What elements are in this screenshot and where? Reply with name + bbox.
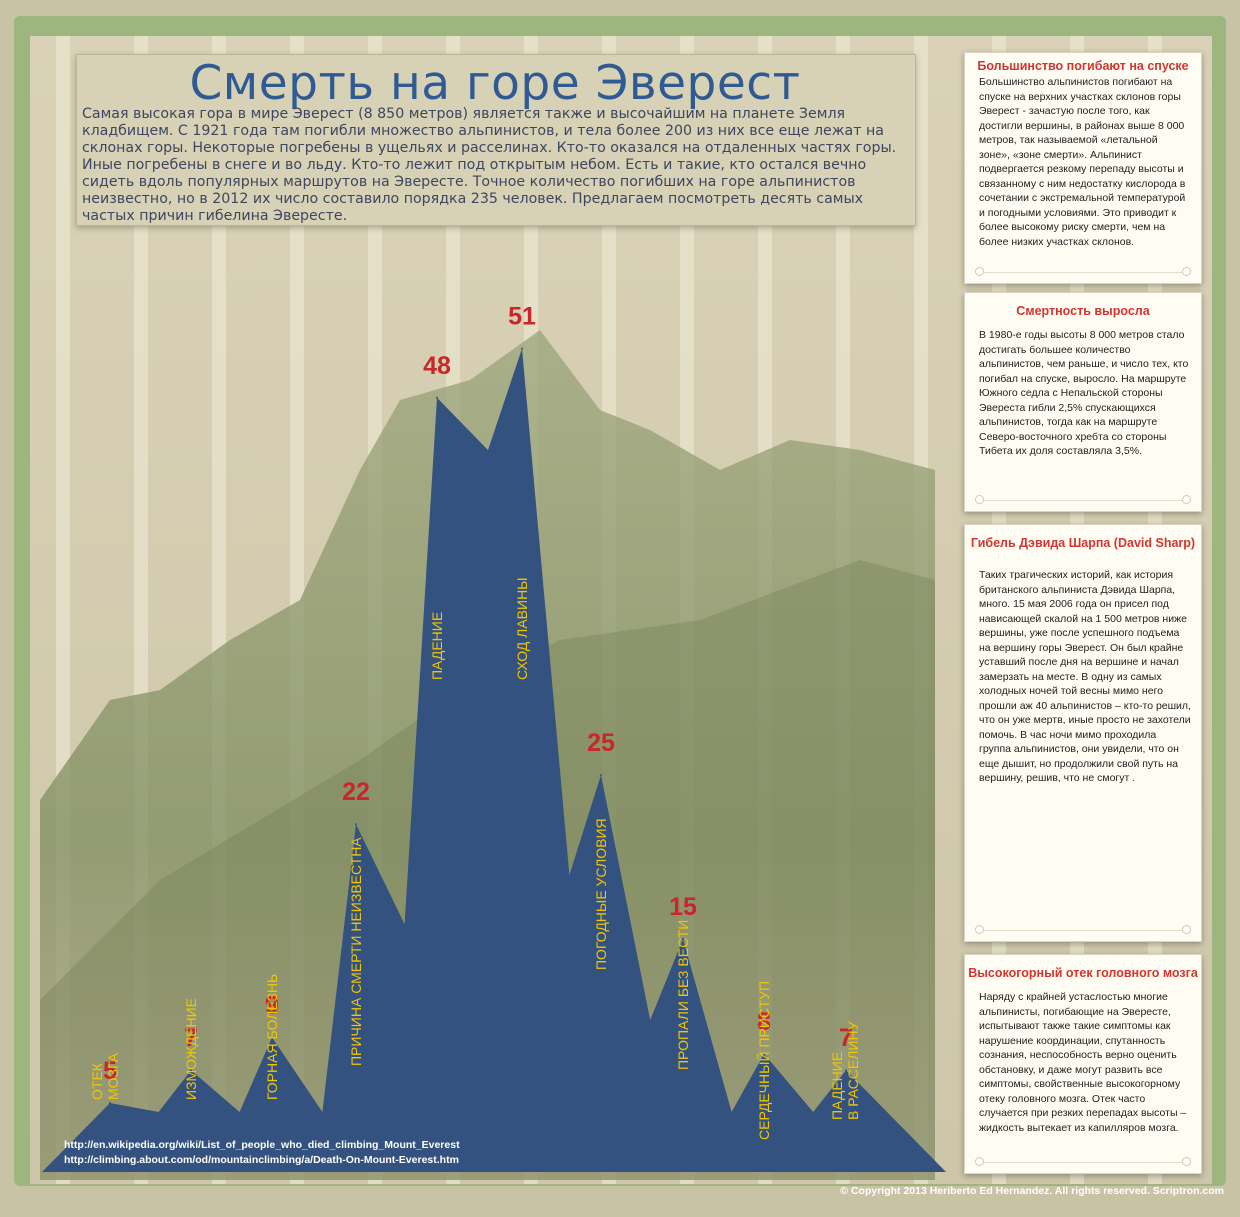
peak-point [763,1052,765,1055]
category-label: ИЗМОЖДЕНИЕ [183,998,199,1100]
data-label: 7 [184,1024,198,1052]
category-label-line: ПРОПАЛИ БЕЗ ВЕСТИ [675,920,691,1070]
intro-text: Самая высокая гора в мире Эверест (8 850… [82,106,897,224]
panel-title: Гибель Дэвида Шарпа (David Sharp) [970,536,1196,550]
category-label: СЕРДЕЧНЫЙ ПРИСТУП [755,981,772,1140]
peak-point [436,396,438,399]
copyright: © Copyright 2013 Heriberto Ed Hernandez.… [840,1185,1224,1197]
category-label-line: СЕРДЕЧНЫЙ ПРИСТУП [755,981,772,1140]
category-label: ГОРНАЯ БОЛЕЗНЬ [264,974,280,1100]
panel-divider [983,930,1183,931]
panel-pin-right [1182,495,1191,504]
panel-divider [983,272,1183,273]
data-label: 22 [342,778,370,806]
peak-point [521,347,523,350]
data-label: 8 [757,1008,771,1036]
category-label: ОТЕКМОЗГА [89,1052,121,1100]
panel-text: Большинство альпинистов погибают на спус… [979,76,1186,248]
panel-pin-left [975,267,984,276]
data-label: 48 [423,352,451,380]
category-label: ПАДЕНИЕВ РАССЕЛИНУ [829,1021,861,1120]
panel-cerebral-edema: Высокогорный отек головного мозга Наряду… [964,954,1202,1174]
panel-pin-right [1182,925,1191,934]
peak-point [845,1069,847,1072]
panel-text: Таких трагических историй, как история б… [979,569,1191,784]
category-label: ПАДЕНИЕ [429,612,445,680]
category-label-line: В РАССЕЛИНУ [845,1021,861,1120]
panel-pin-left [975,925,984,934]
panel-text: Наряду с крайней устаслостью многие альп… [979,991,1187,1134]
category-label-line: ОТЕК [89,1062,105,1100]
category-label: ПРИЧИНА СМЕРТИ НЕИЗВЕСТНА [348,837,364,1066]
panel-pin-right [1182,1157,1191,1166]
panel-divider [983,1162,1183,1163]
peak-point [355,823,357,826]
panel-pin-left [975,1157,984,1166]
page-title: Смерть на горе Эверест [189,56,801,111]
peak-point [109,1102,111,1104]
source-link[interactable]: http://climbing.about.com/od/mountaincli… [64,1154,459,1166]
peak-point [600,774,602,776]
panel-divider [983,500,1183,501]
category-label-line: ИЗМОЖДЕНИЕ [183,998,199,1100]
category-label: ПРОПАЛИ БЕЗ ВЕСТИ [675,920,691,1070]
panel-title: Большинство погибают на спуске [977,59,1189,73]
category-label-line: ПАДЕНИЕ [429,612,445,680]
data-label: 9 [265,991,279,1019]
panel-mortality: Смертность выросла В 1980-е годы высоты … [964,292,1202,512]
category-label: ПОГОДНЫЕ УСЛОВИЯ [593,818,609,970]
panel-text: В 1980-е годы высоты 8 000 метров стало … [979,329,1189,457]
peak-point [190,1069,192,1072]
panel-title: Смертность выросла [1016,304,1150,318]
category-label-line: ГОРНАЯ БОЛЕЗНЬ [264,974,280,1100]
peak-point [271,1036,273,1039]
panel-title: Высокогорный отек головного мозга [968,966,1198,980]
panel-descent: Большинство погибают на спуске Большинст… [964,52,1202,284]
intro-card [76,54,916,226]
category-label: СХОД ЛАВИНЫ [514,577,530,680]
category-label-line: ПРИЧИНА СМЕРТИ НЕИЗВЕСТНА [348,837,364,1066]
category-label-line: СХОД ЛАВИНЫ [514,577,530,680]
source-link[interactable]: http://en.wikipedia.org/wiki/List_of_peo… [64,1139,460,1151]
data-label: 51 [508,303,536,331]
data-label: 5 [103,1057,117,1085]
data-label: 15 [669,893,697,921]
sources: http://en.wikipedia.org/wiki/List_of_peo… [64,1138,460,1168]
data-label: 7 [839,1024,853,1052]
category-label-line: ПОГОДНЫЕ УСЛОВИЯ [593,818,609,970]
panel-pin-left [975,495,984,504]
category-label-line: МОЗГА [105,1052,121,1100]
peaks-silhouette [42,348,946,1173]
category-label-line: ПАДЕНИЕ [829,1052,845,1120]
panel-david-sharp: Гибель Дэвида Шарпа (David Sharp) Таких … [964,524,1202,942]
data-label: 25 [587,729,615,757]
panel-pin-right [1182,267,1191,276]
peak-point [682,938,684,940]
